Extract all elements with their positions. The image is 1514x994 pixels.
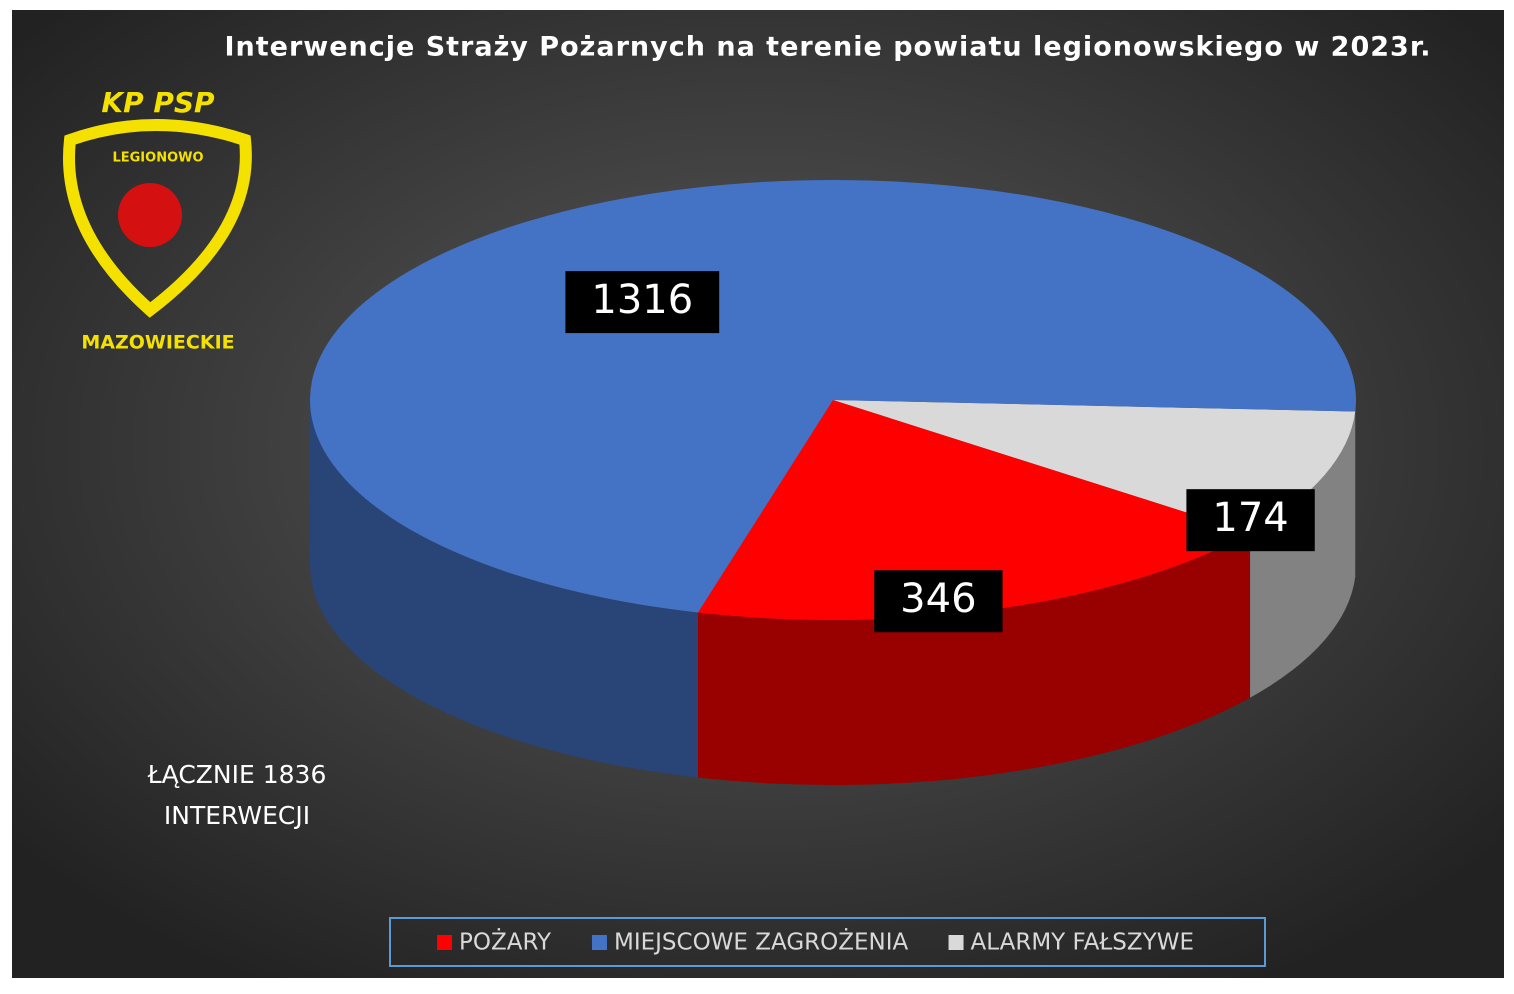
legend: POŻARY MIEJSCOWE ZAGROŻENIA ALARMY FAŁSZYW…	[437, 928, 1194, 956]
legend-swatch	[948, 935, 964, 950]
slice-side	[310, 400, 698, 778]
legend-box	[389, 917, 1266, 967]
data-label: 174	[1212, 495, 1288, 541]
legend-label: POŻARY	[459, 928, 552, 956]
logo-shield	[63, 119, 252, 318]
data-label: 346	[900, 576, 976, 622]
logo-text: LEGIONOWO	[112, 151, 203, 166]
annotation: ŁĄCZNIE 1836	[147, 760, 327, 789]
slice-side	[1355, 400, 1356, 577]
legend-label: MIEJSCOWE ZAGROŻENIA	[614, 928, 909, 956]
logo: KP PSP LEGIONOWO MAZOWIECKIE	[63, 86, 252, 354]
pie: 174 346 1316	[309, 179, 1356, 785]
slice	[697, 400, 1251, 620]
chart-title: Interwencje Straży Pożarnych na terenie …	[224, 32, 1431, 63]
legend-label: ALARMY FAŁSZYWE	[971, 930, 1194, 956]
data-label-box	[874, 570, 1003, 633]
slice-side	[697, 532, 1251, 785]
legend-swatch	[591, 935, 607, 950]
data-label-box	[565, 271, 720, 334]
annotation: INTERWECJI	[164, 801, 310, 830]
logo-text: MAZOWIECKIE	[81, 332, 234, 354]
logo-helmet	[118, 183, 182, 247]
slice-side	[1250, 411, 1356, 698]
data-label-box	[1186, 489, 1315, 552]
logo-text: KP PSP	[101, 86, 215, 119]
legend-swatch	[437, 935, 452, 950]
data-label: 1316	[591, 277, 693, 323]
